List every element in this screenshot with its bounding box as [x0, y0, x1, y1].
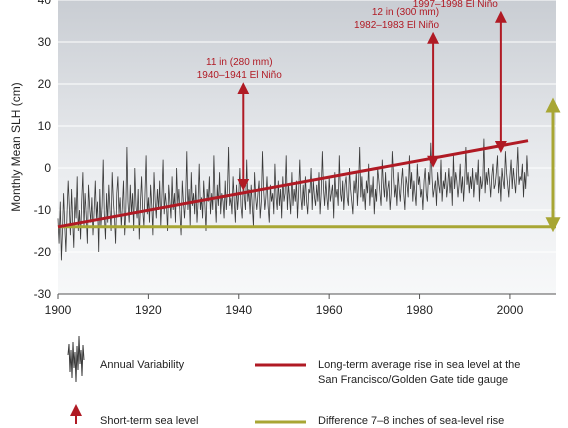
- y-tick-10: 10: [38, 119, 52, 133]
- legend-swatch-annual: [67, 335, 85, 383]
- legend-label-short-term: Short-term sea level: [100, 415, 199, 427]
- legend-label-difference: Difference 7–8 inches of sea-level rise: [318, 415, 505, 427]
- x-tick-1920: 1920: [135, 303, 162, 317]
- x-tick-1980: 1980: [406, 303, 433, 317]
- series-long-term-trend: [57, 139, 529, 229]
- legend-label-long-term-2: San Francisco/Golden Gate tide gauge: [318, 374, 509, 386]
- legend-label-annual: Annual Variability: [100, 359, 185, 371]
- y-tick-20: 20: [38, 77, 52, 91]
- annotation-label-2-1: 1982–1983 El Niño: [354, 20, 440, 31]
- x-tick-1960: 1960: [316, 303, 343, 317]
- trend-lines: [57, 97, 561, 233]
- x-tick-1900: 1900: [45, 303, 72, 317]
- y-axis-ticks: -30 -20 -10 0 10 20 30 40: [34, 0, 52, 301]
- y-tick--10: -10: [34, 203, 52, 217]
- annotation-label-2-0: 1940–1941 El Niño: [197, 70, 283, 81]
- legend-label-long-term-1: Long-term average rise in sea level at t…: [318, 359, 521, 371]
- y-tick-40: 40: [38, 0, 52, 7]
- x-tick-1940: 1940: [225, 303, 252, 317]
- annual-variability-series: [57, 138, 529, 261]
- y-tick-0: 0: [44, 161, 51, 175]
- y-tick--30: -30: [34, 287, 52, 301]
- y-tick--20: -20: [34, 245, 52, 259]
- series-annual-variability: [57, 138, 529, 261]
- legend: [67, 335, 306, 424]
- annotation-label-2-2: 1997–1998 El Niño: [413, 0, 499, 10]
- annotation-label-1-0: 11 in (280 mm): [206, 57, 273, 68]
- y-axis-label: Monthly Mean SLH (cm): [9, 82, 23, 211]
- y-tick-30: 30: [38, 35, 52, 49]
- plot-background: [58, 0, 556, 294]
- el-nino-annotations: 11 in (280 mm) 1940–1941 El Niño 12 in (30…: [197, 0, 507, 191]
- x-tick-2000: 2000: [497, 303, 524, 317]
- x-axis-ticks: 1900 1920 1940 1960 1980 2000: [45, 294, 524, 317]
- annotation-label-1-1: 12 in (300 mm): [372, 7, 439, 18]
